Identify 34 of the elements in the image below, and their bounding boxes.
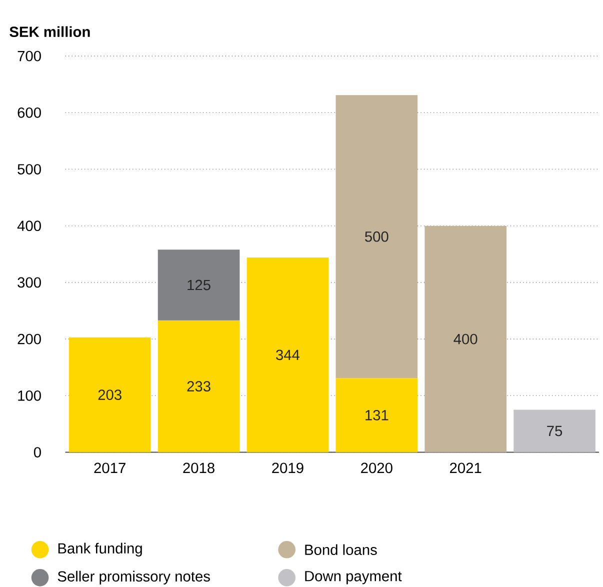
data-label: 400 <box>454 334 478 344</box>
data-label: 233 <box>187 381 210 392</box>
legend-label: Bank funding <box>58 542 142 556</box>
y-tick-label: 400 <box>17 220 41 232</box>
legend-label: Bond loans <box>305 544 377 556</box>
y-tick-label: 300 <box>18 277 41 288</box>
bar <box>158 250 240 320</box>
bar <box>424 226 506 452</box>
data-label: 131 <box>366 410 388 420</box>
y-tick-label: 600 <box>18 107 41 118</box>
bar <box>246 258 329 452</box>
y-tick-label: 200 <box>18 334 41 344</box>
data-label: 344 <box>276 350 300 360</box>
x-tick-label: 2018 <box>183 462 214 474</box>
y-tick-label: 700 <box>18 50 41 62</box>
data-label: 203 <box>98 390 122 400</box>
data-label: 500 <box>364 231 388 242</box>
x-tick-label: 2020 <box>361 462 392 474</box>
y-tick-label: 0 <box>34 447 41 458</box>
legend-label: Seller promissory notes <box>58 570 210 584</box>
legend-label: Down payment <box>305 571 402 584</box>
x-tick-label: 2017 <box>94 462 126 474</box>
bar <box>336 378 418 452</box>
data-label: 75 <box>547 426 562 436</box>
data-label: 125 <box>188 280 210 290</box>
x-tick-label: 2019 <box>272 462 304 474</box>
x-tick-label: 2021 <box>450 462 482 474</box>
bar <box>336 95 418 378</box>
bar <box>68 337 151 452</box>
bar <box>158 320 240 452</box>
bar <box>514 410 596 452</box>
y-axis-title: SEK million <box>10 26 90 38</box>
y-tick-label: 100 <box>18 390 41 401</box>
y-tick-label: 500 <box>18 164 41 174</box>
